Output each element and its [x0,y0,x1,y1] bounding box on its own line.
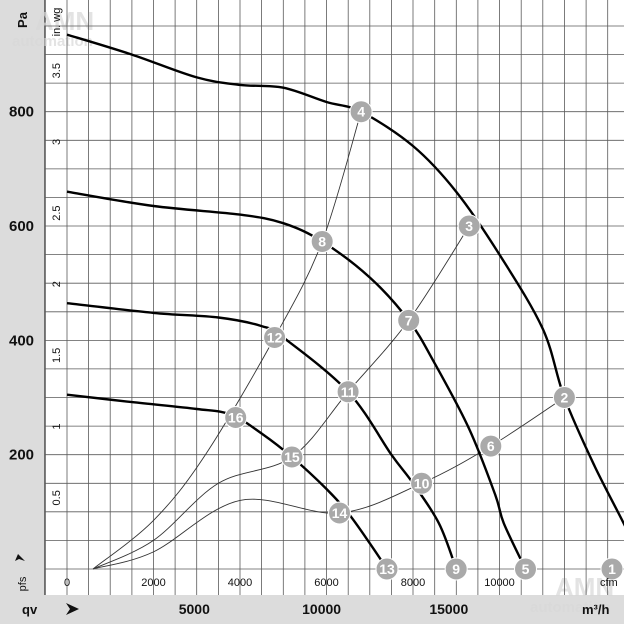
flow-arrow-icon [66,603,79,615]
operating-point-label: 7 [405,312,413,328]
operating-point-circle [444,557,468,581]
operating-point-label: 5 [522,561,530,577]
operating-point-label: 12 [267,330,283,346]
fan-curve-4 [66,393,389,570]
y-tick-pa: 800 [9,104,34,121]
x-tick-m3h: 5000 [179,601,210,617]
x-tick-cfm: 4000 [228,577,252,589]
operating-point-label: 10 [414,475,430,491]
y-tick-inwg: 3 [51,139,63,145]
fan-curve-2 [66,190,527,570]
operating-point-label: 4 [357,104,365,120]
operating-point-13: 13 [375,557,399,581]
operating-point-label: 8 [318,234,326,250]
operating-point-circle [263,326,287,349]
operating-point-7: 7 [397,308,421,332]
fan-curve-3 [66,302,458,570]
x-tick-cfm: 0 [64,577,70,589]
operating-point-10: 10 [410,471,434,495]
operating-point-circle [397,308,421,332]
operating-point-circle [310,230,334,253]
operating-point-circle [514,557,537,581]
y-tick-inwg: 1 [51,424,63,430]
operating-point-6: 6 [479,434,503,458]
y-axis-title-inwg: in. wg [51,8,63,37]
bottom-axis-panel [0,595,624,624]
x-tick-cfm: 10000 [484,577,515,589]
system-line-3 [92,111,362,570]
operating-point-11: 11 [336,380,360,404]
watermark-bottom-line2: automation [530,599,611,616]
flow-symbol: qv [22,602,38,617]
operating-point-circle [349,100,373,124]
x-tick-m3h: 15000 [429,601,468,617]
y-tick-inwg: 2.5 [51,205,63,220]
pressure-symbol: pfs [17,576,29,591]
operating-point-9: 9 [444,557,468,581]
operating-point-12: 12 [263,326,287,349]
operating-point-circle [280,445,304,469]
watermark-top-line1: AMN [35,6,94,36]
x-tick-m3h: 10000 [302,601,341,617]
operating-point-label: 3 [465,218,473,234]
operating-point-circle [600,557,624,581]
operating-point-circle [336,380,360,404]
operating-point-2: 2 [552,386,576,409]
operating-point-3: 3 [457,214,481,238]
operating-point-label: 11 [341,384,356,400]
x-tick-cfm: 6000 [314,577,338,589]
y-tick-inwg: 0.5 [51,490,63,505]
operating-point-15: 15 [280,445,304,469]
operating-point-label: 15 [284,449,300,465]
left-axis-panel [0,0,45,624]
operating-point-label: 1 [608,561,616,577]
operating-point-label: 13 [379,561,395,577]
operating-point-circle [479,434,503,458]
y-axis-title-pa: Pa [15,11,30,28]
axis-ticks: 200 400 600 800 0.5 1 1.5 2 2.5 3 3.5 0 2000 4000 6000… [9,63,515,617]
x-tick-cfm: 2000 [141,577,165,589]
operating-point-1: 1 [600,557,624,581]
operating-point-circle [375,557,399,581]
operating-point-label: 16 [228,410,244,426]
y-tick-inwg: 1.5 [51,348,63,363]
operating-point-4: 4 [349,100,373,124]
operating-point-label: 9 [452,561,460,577]
fan-curves [66,33,624,570]
operating-point-circle [552,386,576,409]
x-tick-cfm: 8000 [401,577,425,589]
operating-point-label: 6 [487,438,495,454]
x-axis-title-cfm: cfm [600,577,618,589]
operating-point-circle [410,471,434,495]
operating-point-16: 16 [224,406,248,429]
y-tick-pa: 600 [9,218,34,235]
y-tick-inwg: 2 [51,281,63,287]
operating-point-label: 2 [561,390,569,406]
operating-point-8: 8 [310,230,334,253]
y-tick-pa: 400 [9,332,34,349]
x-axis-title-m3h: m³/h [582,602,610,617]
operating-point-circle [457,214,481,238]
y-tick-inwg: 3.5 [51,63,63,78]
pressure-arrow-icon [15,554,25,561]
operating-point-label: 14 [332,505,348,521]
operating-point-14: 14 [328,501,351,525]
y-tick-pa: 200 [9,447,34,464]
fan-curve-1 [66,33,624,527]
operating-point-circle [224,406,248,429]
operating-point-5: 5 [514,557,537,581]
operating-point-circle [328,501,351,525]
